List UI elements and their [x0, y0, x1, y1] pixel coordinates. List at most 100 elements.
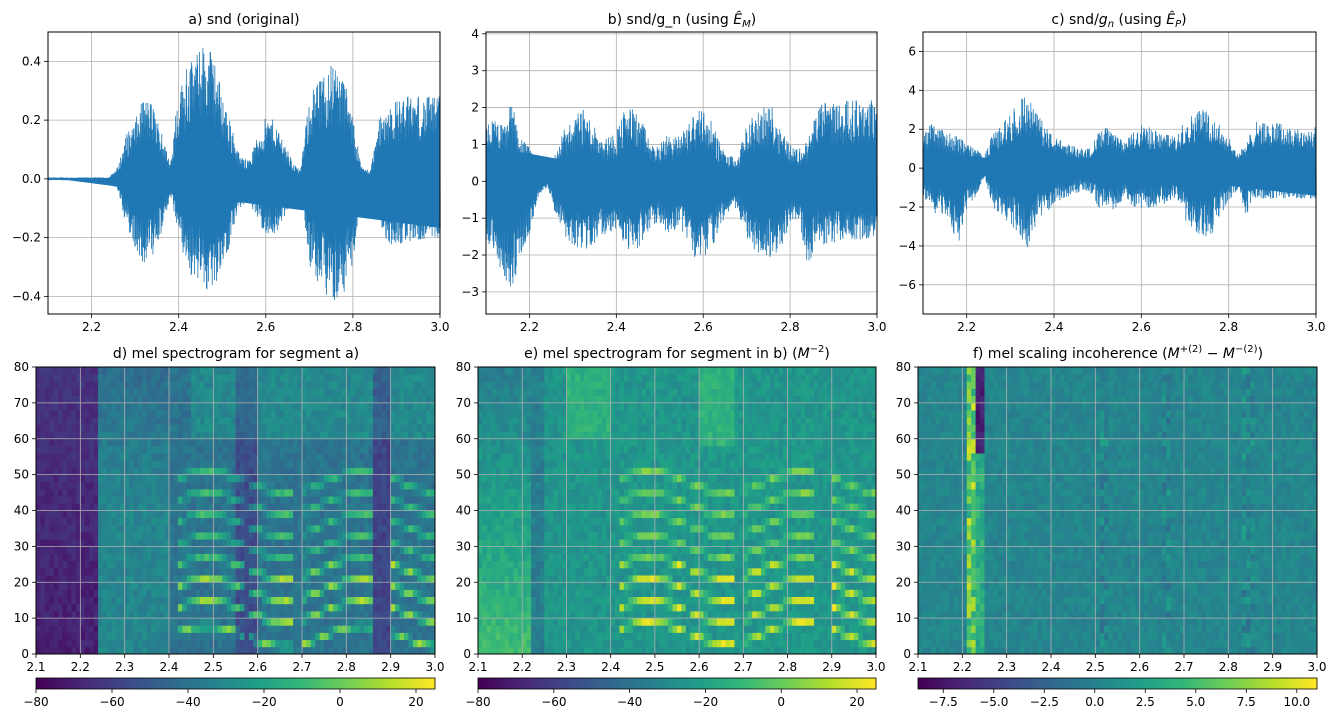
heatmap-cell: [248, 467, 254, 476]
heatmap-cell: [169, 438, 174, 447]
heatmap-cell: [588, 575, 594, 583]
heatmap-cell: [566, 381, 572, 389]
heatmap-cell: [195, 424, 201, 432]
heatmap-cell: [115, 395, 121, 404]
heatmap-cell: [491, 388, 497, 397]
heatmap-cell: [482, 417, 488, 425]
heatmap-cell: [350, 410, 356, 418]
heatmap-cell: [58, 625, 63, 633]
heatmap-cell: [71, 488, 77, 497]
heatmap-cell: [133, 596, 139, 605]
heatmap-cell: [421, 618, 427, 626]
heatmap-cell: [395, 567, 400, 576]
heatmap-cell: [584, 395, 589, 404]
heatmap-cell: [266, 610, 272, 619]
heatmap-cell: [495, 424, 501, 432]
heatmap-cell: [522, 596, 528, 605]
heatmap-cell: [341, 639, 347, 648]
heatmap-cell: [399, 438, 405, 447]
heatmap-cell: [522, 467, 528, 476]
heatmap-cell: [213, 367, 219, 375]
heatmap-cell: [562, 510, 567, 519]
heatmap-cell: [539, 546, 545, 554]
heatmap-cell: [279, 431, 285, 440]
heatmap-cell: [40, 532, 46, 540]
heatmap-cell: [106, 417, 112, 425]
heatmap-cell: [89, 417, 95, 425]
heatmap-cell: [592, 596, 598, 605]
heatmap-cell: [319, 453, 325, 461]
heatmap-cell: [49, 460, 55, 468]
heatmap-cell: [239, 481, 245, 490]
heatmap-cell: [386, 503, 392, 511]
heatmap-cell: [381, 381, 387, 389]
heatmap-cell: [324, 546, 329, 554]
heatmap-cell: [208, 402, 214, 411]
heatmap-cell: [412, 532, 418, 540]
heatmap-cell: [266, 438, 272, 447]
heatmap-cell: [504, 618, 510, 626]
heatmap-cell: [553, 402, 558, 411]
heatmap-cell: [102, 517, 108, 526]
heatmap-cell: [248, 417, 254, 425]
heatmap-cell: [548, 603, 554, 612]
heatmap-cell: [315, 560, 321, 569]
heatmap-cell: [350, 488, 356, 497]
heatmap-cell: [84, 553, 90, 562]
heatmap-cell: [504, 381, 510, 389]
heatmap-cell: [315, 488, 321, 497]
heatmap-cell: [297, 596, 303, 605]
heatmap-cell: [253, 374, 259, 382]
heatmap-cell: [306, 460, 312, 468]
heatmap-cell: [40, 402, 46, 411]
heatmap-cell: [491, 374, 497, 382]
heatmap-cell: [588, 402, 594, 411]
heatmap-cell: [306, 431, 312, 440]
heatmap-cell: [535, 381, 541, 389]
heatmap-cell: [102, 503, 108, 511]
heatmap-cell: [478, 424, 483, 432]
heatmap-cell: [275, 445, 281, 454]
heatmap-cell: [142, 460, 148, 468]
heatmap-cell: [350, 438, 356, 447]
heatmap-cell: [142, 424, 148, 432]
heatmap-cell: [288, 632, 294, 641]
heatmap-cell: [478, 560, 483, 569]
heatmap-cell: [93, 510, 99, 519]
heatmap-cell: [341, 417, 347, 425]
heatmap-cell: [310, 510, 316, 519]
heatmap-cell: [226, 553, 232, 562]
heatmap-cell: [186, 481, 192, 490]
heatmap-cell: [71, 395, 77, 404]
heatmap-cell: [235, 546, 241, 554]
heatmap-cell: [504, 632, 510, 641]
heatmap-cell: [40, 460, 46, 468]
heatmap-cell: [403, 610, 409, 619]
heatmap-cell: [566, 567, 572, 576]
heatmap-cell: [44, 488, 50, 497]
heatmap-cell: [89, 546, 95, 554]
heatmap-cell: [217, 424, 223, 432]
heatmap-cell: [306, 610, 312, 619]
heatmap-cell: [408, 539, 414, 547]
heatmap-cell: [399, 431, 405, 440]
heatmap-cell: [84, 474, 90, 483]
heatmap-cell: [49, 553, 55, 562]
heatmap-cell: [124, 610, 130, 619]
heatmap-cell: [486, 553, 492, 562]
heatmap-cell: [182, 546, 188, 554]
heatmap-cell: [226, 460, 232, 468]
heatmap-cell: [579, 503, 585, 511]
heatmap-cell: [584, 445, 589, 454]
heatmap-cell: [508, 424, 514, 432]
heatmap-cell: [302, 610, 307, 619]
heatmap-cell: [67, 639, 72, 648]
heatmap-cell: [588, 567, 594, 576]
heatmap-cell: [137, 424, 143, 432]
heatmap-cell: [592, 460, 598, 468]
heatmap-cell: [513, 453, 519, 461]
heatmap-cell: [155, 546, 161, 554]
heatmap-cell: [186, 546, 192, 554]
heatmap-cell: [333, 503, 338, 511]
heatmap-cell: [539, 575, 545, 583]
